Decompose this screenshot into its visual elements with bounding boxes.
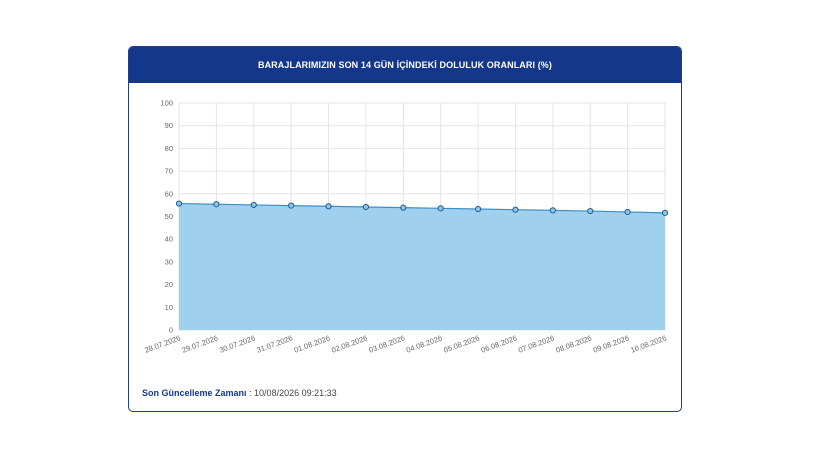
data-point[interactable] — [288, 202, 295, 209]
data-point[interactable] — [400, 204, 407, 211]
data-point[interactable] — [661, 209, 669, 216]
data-point[interactable] — [175, 200, 183, 207]
x-tick-label: 06.08.2026 — [480, 333, 518, 354]
y-tick-label: 90 — [165, 121, 173, 130]
data-point[interactable] — [512, 206, 519, 213]
x-tick-label: 04.08.2026 — [405, 333, 443, 354]
x-tick-label: 08.08.2026 — [555, 333, 593, 354]
y-tick-label: 10 — [165, 303, 173, 312]
area-chart: 0 10 20 30 40 50 60 70 80 90 100 28.07.2026 29.07.2… — [143, 99, 669, 355]
area-layer — [178, 202, 666, 330]
data-point[interactable] — [624, 208, 631, 216]
data-point[interactable] — [549, 207, 556, 214]
markers — [175, 200, 669, 216]
x-tick-label: 28.07.2026 — [143, 333, 181, 354]
x-tick-label: 10.08.2026 — [629, 333, 667, 354]
data-point[interactable] — [362, 203, 370, 211]
data-point[interactable] — [213, 201, 220, 208]
last-update-value: 10/08/2026 09:21:33 — [254, 388, 337, 398]
chart-title: BARAJLARIMIZIN SON 14 GÜN İÇİNDEKİ DOLUL… — [129, 47, 681, 83]
last-update-separator: : — [246, 388, 255, 398]
x-tick-label: 09.08.2026 — [592, 333, 630, 354]
last-update-label: Son Güncelleme Zamanı — [142, 388, 247, 398]
x-tick-label: 05.08.2026 — [442, 333, 480, 354]
area-fill — [179, 203, 665, 330]
series-line — [178, 202, 666, 214]
x-tick-label: 01.08.2026 — [293, 333, 331, 354]
y-tick-label: 20 — [165, 280, 173, 289]
x-tick-label: 31.07.2026 — [255, 333, 293, 354]
data-point[interactable] — [587, 207, 594, 215]
chart-card: BARAJLARIMIZIN SON 14 GÜN İÇİNDEKİ DOLUL… — [128, 46, 682, 412]
x-tick-label: 03.08.2026 — [368, 333, 406, 354]
x-tick-label: 07.08.2026 — [517, 333, 555, 354]
x-tick-label: 29.07.2026 — [181, 333, 219, 354]
y-tick-label: 80 — [165, 144, 173, 153]
y-tick-label: 40 — [165, 235, 173, 244]
y-tick-label: 60 — [165, 189, 173, 198]
last-update: Son Güncelleme Zamanı : 10/08/2026 09:21… — [142, 388, 337, 398]
y-tick-label: 0 — [169, 326, 173, 335]
x-axis-ticks: 28.07.2026 29.07.2026 30.07.2026 31.07.2026… — [143, 333, 667, 354]
y-tick-label: 50 — [165, 212, 173, 221]
data-point[interactable] — [437, 205, 444, 212]
y-tick-label: 30 — [165, 257, 173, 266]
y-tick-label: 100 — [160, 99, 173, 108]
data-point[interactable] — [325, 203, 332, 210]
y-tick-label: 70 — [165, 167, 173, 176]
data-point[interactable] — [474, 205, 482, 213]
x-tick-label: 30.07.2026 — [218, 333, 256, 354]
x-tick-label: 02.08.2026 — [330, 333, 368, 354]
data-point[interactable] — [250, 201, 257, 209]
y-axis-ticks: 0 10 20 30 40 50 60 70 80 90 100 — [160, 99, 173, 335]
